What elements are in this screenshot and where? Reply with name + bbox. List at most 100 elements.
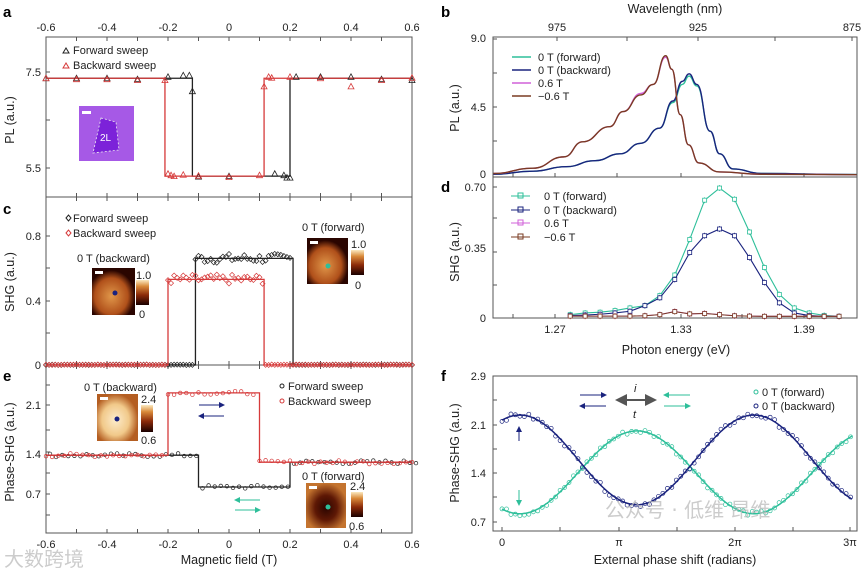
d-point — [806, 313, 812, 319]
f-backward-point — [834, 483, 840, 489]
c-backward-point — [55, 361, 62, 368]
c-forward-point — [183, 361, 190, 368]
c-forward-point — [256, 253, 263, 260]
f-backward-point — [781, 427, 786, 432]
f-backward-point — [517, 413, 523, 419]
f-backward-point — [593, 478, 599, 484]
f-backward-point — [700, 448, 706, 453]
panel-label-e: e — [3, 368, 11, 385]
c-forward-point — [216, 256, 223, 263]
c-backward-point — [110, 361, 117, 368]
c-backward-point — [302, 361, 309, 368]
a-backward-point — [225, 173, 233, 181]
f-backward-point — [562, 443, 567, 449]
a-forward-point — [194, 172, 203, 180]
f-backward-point — [687, 466, 693, 472]
f-backward-point — [790, 433, 795, 438]
f-forward-point — [597, 445, 603, 451]
c-backward-point — [262, 361, 269, 368]
a-forward-point — [286, 173, 294, 181]
a-backward-point — [72, 75, 81, 83]
c-backward-point — [348, 361, 354, 368]
f-backward-point — [633, 502, 639, 508]
f-backward-point — [508, 411, 514, 417]
f-backward-point — [665, 486, 670, 491]
c-backward-point — [235, 274, 242, 281]
f-forward-point — [589, 455, 594, 461]
panel-label-b: b — [441, 4, 450, 21]
c-backward-point — [219, 273, 226, 280]
e-backward-point — [190, 392, 195, 397]
d-point — [627, 308, 633, 314]
c-backward-point — [177, 276, 184, 283]
f-forward-point — [714, 492, 719, 498]
c-forward-point — [280, 253, 287, 260]
f-backward-point — [714, 432, 719, 437]
d-xtick: 1.39 — [793, 324, 814, 336]
b-ytick: 0 — [480, 169, 486, 181]
c-backward-point — [323, 361, 330, 368]
c-backward-point — [247, 276, 254, 283]
teal-dot — [325, 263, 331, 269]
c-backward-point — [192, 272, 199, 279]
c-forward-point — [271, 250, 278, 257]
c-forward-point — [198, 253, 205, 260]
e-backward-point — [239, 389, 244, 394]
d-ytick: 0.70 — [465, 182, 486, 194]
f-forward-point — [772, 505, 777, 511]
f-backward-point — [843, 491, 849, 496]
f-backward-point — [816, 465, 822, 471]
a-backward-point — [408, 73, 416, 81]
d-point — [672, 309, 678, 315]
a-backward-point — [255, 171, 264, 179]
legend-item: 0 T (backward) — [538, 65, 611, 77]
c-forward-point — [229, 257, 236, 264]
c-backward-point — [250, 276, 257, 283]
a-xtick: -0.2 — [159, 22, 178, 34]
f-forward-point — [754, 509, 760, 515]
f-forward-point — [544, 503, 550, 508]
d-point — [776, 300, 782, 306]
a-backward-point — [161, 76, 169, 84]
a-xtick: 0.4 — [343, 22, 358, 34]
a-backward-point — [377, 76, 386, 84]
c-ytick: 0.8 — [26, 231, 41, 243]
e-backward-point — [220, 390, 226, 396]
e-backward-point — [129, 452, 134, 458]
a-backward-point — [133, 76, 142, 84]
f-forward-point — [647, 429, 652, 435]
f-forward-point — [526, 511, 532, 517]
c-backward-point — [378, 361, 385, 368]
e-backward-point — [269, 458, 274, 464]
c-backward-point — [366, 361, 373, 368]
c-backward-point — [155, 361, 162, 368]
c-backward-point — [341, 361, 348, 368]
e-backward-point — [153, 452, 158, 457]
e-backward-point — [62, 453, 67, 458]
c-backward-point — [73, 361, 80, 368]
a-backward-point — [260, 82, 268, 90]
c-forward-point — [192, 256, 199, 263]
f-forward-point — [785, 493, 791, 499]
panel-label-f: f — [441, 368, 447, 385]
c-forward-point — [244, 255, 251, 262]
triangle-marker — [62, 47, 70, 54]
f-forward-point — [615, 433, 621, 439]
f-forward-point — [682, 459, 688, 465]
c-backward-point — [85, 361, 92, 368]
f-backward-point — [718, 426, 724, 432]
d-point — [747, 255, 752, 260]
e-backward-point — [92, 454, 97, 460]
c-backward-point — [201, 274, 208, 281]
c-forward-point — [189, 361, 196, 368]
f-backward-point — [794, 437, 800, 442]
e-ytick: 1.4 — [26, 449, 41, 461]
c-backward-point — [360, 361, 367, 368]
legend-item: 0 T (forward) — [538, 52, 601, 64]
f-backward-point — [736, 415, 742, 421]
f-forward-point — [709, 487, 715, 493]
e-xtick: 0.2 — [282, 539, 297, 551]
c-legend: Forward sweep Backward sweep — [65, 213, 156, 240]
f-forward-point — [602, 444, 608, 449]
c-backward-point — [134, 361, 141, 368]
